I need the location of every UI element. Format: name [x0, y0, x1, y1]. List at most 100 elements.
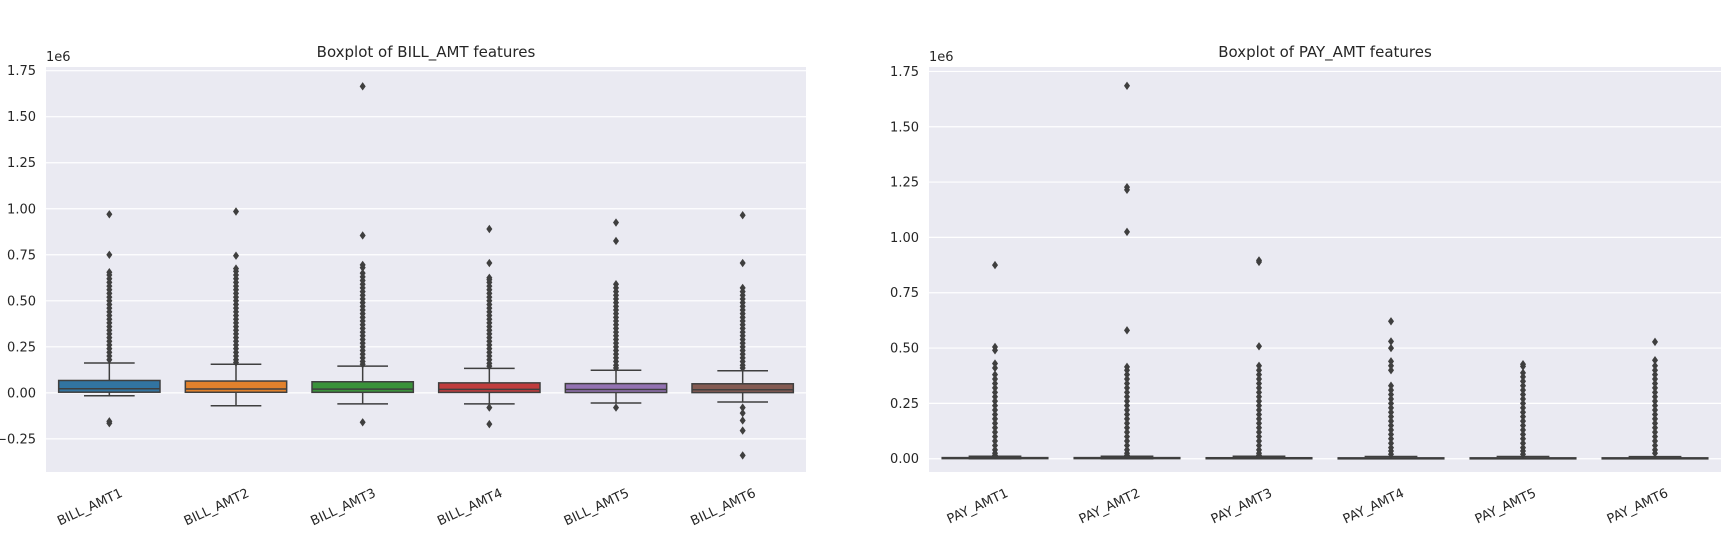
chart-1: −0.25 0.00 0.25 0.50 0.75 1.00 1.25 1.50 1.75 Box…: [0, 43, 806, 529]
outlier-point: [1387, 394, 1395, 404]
chart-1-ytick-label: 0.00: [7, 386, 36, 401]
chart-2-ytick-label: 1.00: [890, 231, 919, 246]
outlier-point: [1123, 227, 1131, 237]
outlier-point: [486, 258, 493, 268]
outlier-point: [1651, 414, 1659, 424]
outlier-point: [991, 423, 999, 432]
outlier-point: [1387, 412, 1395, 421]
outlier-point: [1255, 388, 1263, 397]
outlier-point: [1519, 372, 1527, 382]
outlier-point: [991, 405, 999, 415]
outlier-point: [1519, 439, 1527, 448]
outlier-point: [1651, 365, 1659, 375]
outlier-point: [1651, 396, 1659, 406]
chart-1-title: Boxplot of BILL_AMT features: [317, 43, 536, 62]
outlier-point: [1255, 365, 1263, 375]
outlier-point: [1123, 365, 1131, 375]
outlier-point: [1255, 419, 1263, 428]
outlier-point: [486, 403, 493, 412]
chart-2-category-label: PAY_AMT2: [1077, 486, 1143, 527]
chart-2-category-label: PAY_AMT6: [1605, 486, 1671, 527]
outlier-point: [991, 414, 999, 424]
chart-1-ytick-label: 0.75: [7, 248, 36, 263]
outlier-point: [1123, 379, 1131, 388]
outlier-point: [1519, 394, 1527, 404]
outlier-point: [1519, 450, 1527, 459]
outlier-point: [359, 418, 366, 427]
chart-2-ytick-label: 0.50: [890, 342, 919, 357]
outlier-point: [1387, 421, 1395, 430]
chart-2-box-2: [1073, 81, 1181, 460]
chart-1-ytick-label: 1.25: [7, 156, 36, 171]
outlier-point: [991, 392, 999, 401]
outlier-point: [1651, 337, 1659, 347]
outlier-point: [1387, 390, 1395, 399]
outlier-point: [1255, 342, 1263, 351]
chart-2-ytick-label: 0.75: [890, 286, 919, 301]
outlier-point: [1651, 361, 1659, 370]
outlier-point: [1123, 396, 1131, 406]
outlier-point: [991, 432, 999, 441]
outlier-point: [1255, 410, 1263, 419]
chart-1-box-6: [691, 210, 795, 460]
outlier-point: [1387, 434, 1395, 444]
outlier-point: [1387, 403, 1395, 413]
outlier-point: [1123, 374, 1131, 384]
outlier-point: [1255, 396, 1263, 406]
chart-2-box-5: [1469, 360, 1577, 460]
outlier-point: [991, 388, 999, 397]
outlier-point: [991, 260, 999, 270]
outlier-point: [1387, 425, 1395, 435]
outlier-point: [1519, 362, 1527, 371]
outlier-point: [1651, 410, 1659, 419]
outlier-point: [1255, 436, 1263, 446]
outlier-point: [991, 370, 999, 379]
outlier-point: [991, 346, 999, 355]
outlier-point: [1255, 427, 1263, 437]
outlier-point: [1651, 423, 1659, 432]
chart-2-ytick-label: 0.00: [890, 452, 919, 467]
outlier-point: [739, 403, 746, 412]
outlier-point: [991, 441, 999, 450]
outlier-point: [1387, 337, 1395, 346]
chart-1-offset-text: 1e6: [46, 50, 71, 65]
outlier-point: [1651, 388, 1659, 397]
chart-1-category-label: BILL_AMT6: [689, 486, 759, 529]
outlier-point: [739, 258, 746, 268]
outlier-point: [991, 436, 999, 446]
outlier-point: [1387, 450, 1395, 459]
outlier-point: [1123, 326, 1131, 335]
outlier-point: [612, 403, 620, 412]
outlier-point: [1387, 381, 1395, 390]
outlier-point: [1651, 379, 1659, 388]
outlier-point: [106, 355, 113, 364]
outlier-point: [1387, 317, 1395, 326]
outlier-point: [1519, 421, 1527, 430]
outlier-point: [1519, 385, 1527, 395]
outlier-point: [1519, 408, 1527, 417]
chart-1-ytick-label: 1.50: [7, 110, 36, 125]
outlier-point: [991, 359, 999, 368]
outlier-point: [1255, 451, 1263, 460]
outlier-point: [1651, 448, 1659, 458]
outlier-point: [1123, 81, 1131, 91]
outlier-point: [991, 427, 999, 437]
outlier-point: [1123, 451, 1131, 460]
outlier-point: [1255, 401, 1263, 410]
outlier-point: [739, 451, 746, 460]
outlier-point: [1255, 432, 1263, 441]
outlier-point: [612, 363, 620, 373]
outlier-point: [991, 383, 999, 393]
chart-1-category-label: BILL_AMT2: [182, 486, 252, 529]
outlier-point: [1387, 399, 1395, 408]
outlier-point: [1651, 432, 1659, 441]
outlier-point: [232, 207, 240, 216]
outlier-point: [1123, 423, 1131, 432]
outlier-point: [359, 231, 366, 240]
outlier-point: [1519, 377, 1527, 386]
box-body: [564, 382, 668, 394]
outlier-point: [1123, 419, 1131, 428]
outlier-point: [1519, 434, 1527, 444]
outlier-point: [1123, 432, 1131, 441]
outlier-point: [1255, 370, 1263, 379]
